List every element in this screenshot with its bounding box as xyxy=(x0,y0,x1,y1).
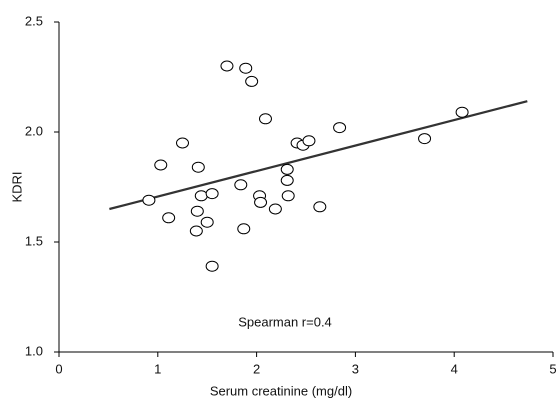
point xyxy=(162,212,176,224)
point xyxy=(281,190,295,202)
point xyxy=(268,203,282,215)
point xyxy=(190,205,204,217)
annotation: Spearman r=0.4 xyxy=(238,314,332,329)
y-tick-label: 1.0 xyxy=(25,343,43,358)
point xyxy=(254,196,268,208)
point xyxy=(333,122,347,134)
x-tick-label: 3 xyxy=(352,361,359,376)
point xyxy=(200,216,214,228)
point xyxy=(280,174,294,186)
x-tick-label: 5 xyxy=(549,361,556,376)
point xyxy=(313,201,327,213)
x-tick-label: 4 xyxy=(451,361,458,376)
point xyxy=(280,163,294,175)
point xyxy=(237,223,251,235)
y-tick-label: 2.0 xyxy=(25,123,43,138)
point xyxy=(191,161,205,173)
point xyxy=(245,75,259,87)
point xyxy=(205,188,219,200)
y-axis-label: KDRI xyxy=(9,171,24,202)
point xyxy=(154,159,168,171)
y-tick-label: 2.5 xyxy=(25,13,43,28)
x-axis-label: Serum creatinine (mg/dl) xyxy=(210,383,352,398)
x-tick-label: 1 xyxy=(154,361,161,376)
point xyxy=(220,60,234,72)
point xyxy=(194,190,208,202)
y-tick-label: 1.5 xyxy=(25,233,43,248)
point xyxy=(234,179,248,191)
x-tick-label: 0 xyxy=(55,361,62,376)
point xyxy=(239,62,253,74)
point xyxy=(455,106,469,118)
point xyxy=(176,137,189,149)
point xyxy=(302,135,316,147)
x-tick-label: 2 xyxy=(253,361,260,376)
fit-line xyxy=(109,100,528,211)
point xyxy=(189,225,203,237)
point xyxy=(418,133,432,145)
point xyxy=(258,113,272,125)
point xyxy=(205,260,219,272)
point xyxy=(142,194,156,206)
